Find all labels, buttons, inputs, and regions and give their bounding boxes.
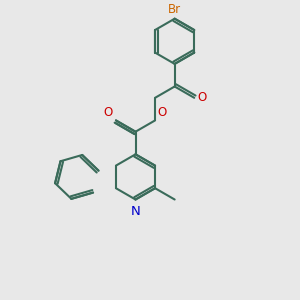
Text: O: O — [198, 91, 207, 104]
Text: Br: Br — [168, 3, 181, 16]
Text: O: O — [103, 106, 112, 119]
Text: O: O — [158, 106, 167, 119]
Text: N: N — [130, 205, 140, 218]
